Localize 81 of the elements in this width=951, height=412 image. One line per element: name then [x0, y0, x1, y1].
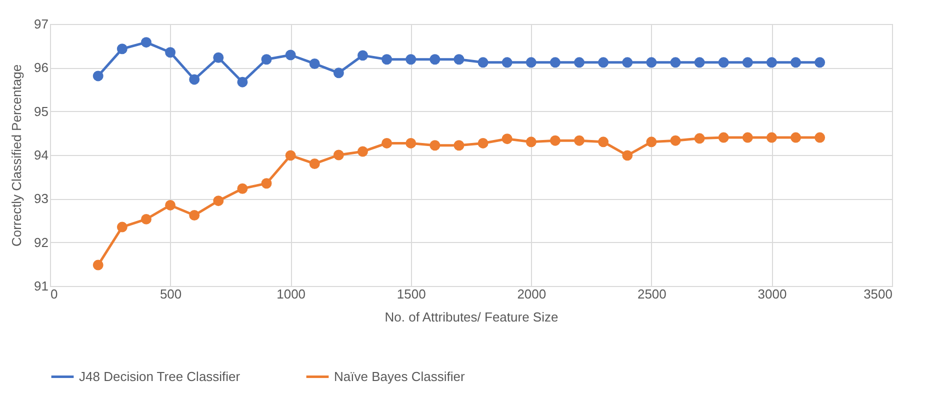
point — [116, 44, 128, 54]
x-tick-label: 2000 — [517, 286, 546, 302]
y-tick-label: 94 — [34, 148, 48, 162]
point — [237, 183, 248, 194]
point — [454, 54, 464, 65]
point — [622, 57, 633, 68]
point — [526, 57, 536, 68]
point — [116, 222, 128, 232]
legend-label: Naïve Bayes Classifier — [334, 368, 466, 384]
point — [406, 54, 416, 65]
point — [670, 135, 681, 146]
x-tick-label: 500 — [160, 286, 182, 302]
point — [766, 132, 777, 143]
point — [237, 76, 248, 88]
point — [285, 50, 296, 60]
point — [478, 57, 488, 68]
y-tick-label: 91 — [34, 278, 48, 294]
x-tick-label: 0 — [50, 286, 58, 302]
point — [742, 57, 753, 68]
point — [333, 68, 344, 78]
point — [165, 200, 176, 210]
point — [646, 57, 657, 68]
point — [285, 150, 296, 161]
x-tick-label: 3500 — [864, 286, 892, 302]
point — [213, 52, 224, 63]
point — [382, 138, 392, 148]
point — [502, 57, 512, 68]
y-tick-label: 97 — [34, 16, 48, 32]
point — [742, 132, 753, 143]
point — [358, 146, 368, 157]
point — [382, 54, 392, 65]
point — [261, 178, 272, 189]
x-tick-label: 2500 — [637, 286, 666, 302]
point — [430, 54, 440, 65]
point — [790, 132, 802, 143]
point — [670, 57, 681, 68]
point — [261, 54, 272, 65]
point — [309, 158, 320, 169]
point — [766, 57, 777, 68]
point — [92, 70, 104, 82]
point — [814, 57, 826, 68]
point — [622, 150, 633, 161]
point — [189, 210, 200, 220]
point — [92, 260, 104, 270]
point — [358, 50, 368, 61]
point — [430, 140, 440, 151]
point — [550, 135, 560, 146]
y-tick-label: 95 — [34, 104, 48, 119]
point — [454, 140, 464, 151]
point — [333, 150, 344, 160]
point — [598, 136, 609, 148]
point — [814, 132, 826, 143]
point — [574, 135, 584, 146]
y-tick-label: 96 — [34, 60, 48, 76]
point — [140, 214, 152, 224]
y-axis-title: Correctly Classified Percentage — [9, 64, 24, 247]
point — [189, 74, 200, 85]
point — [478, 138, 488, 148]
point — [406, 138, 416, 148]
point — [694, 133, 705, 144]
y-tick-label: 92 — [34, 234, 48, 250]
x-tick-label: 1000 — [276, 286, 306, 302]
point — [790, 57, 802, 68]
x-tick-label: 3000 — [758, 286, 787, 302]
point — [598, 57, 609, 68]
x-axis-title: No. of Attributes/ Feature Size — [384, 310, 558, 324]
point — [309, 58, 320, 69]
point — [718, 57, 729, 68]
point — [718, 132, 729, 143]
point — [213, 196, 224, 206]
y-tick-label: 93 — [34, 191, 48, 206]
point — [694, 57, 705, 68]
point — [574, 57, 584, 68]
point — [526, 136, 536, 148]
point — [165, 47, 176, 58]
point — [502, 134, 512, 144]
point — [550, 57, 560, 68]
point — [646, 136, 657, 148]
legend-label: J48 Decision Tree Classifier — [79, 368, 241, 384]
point — [140, 37, 152, 48]
x-tick-label: 1500 — [396, 286, 426, 302]
